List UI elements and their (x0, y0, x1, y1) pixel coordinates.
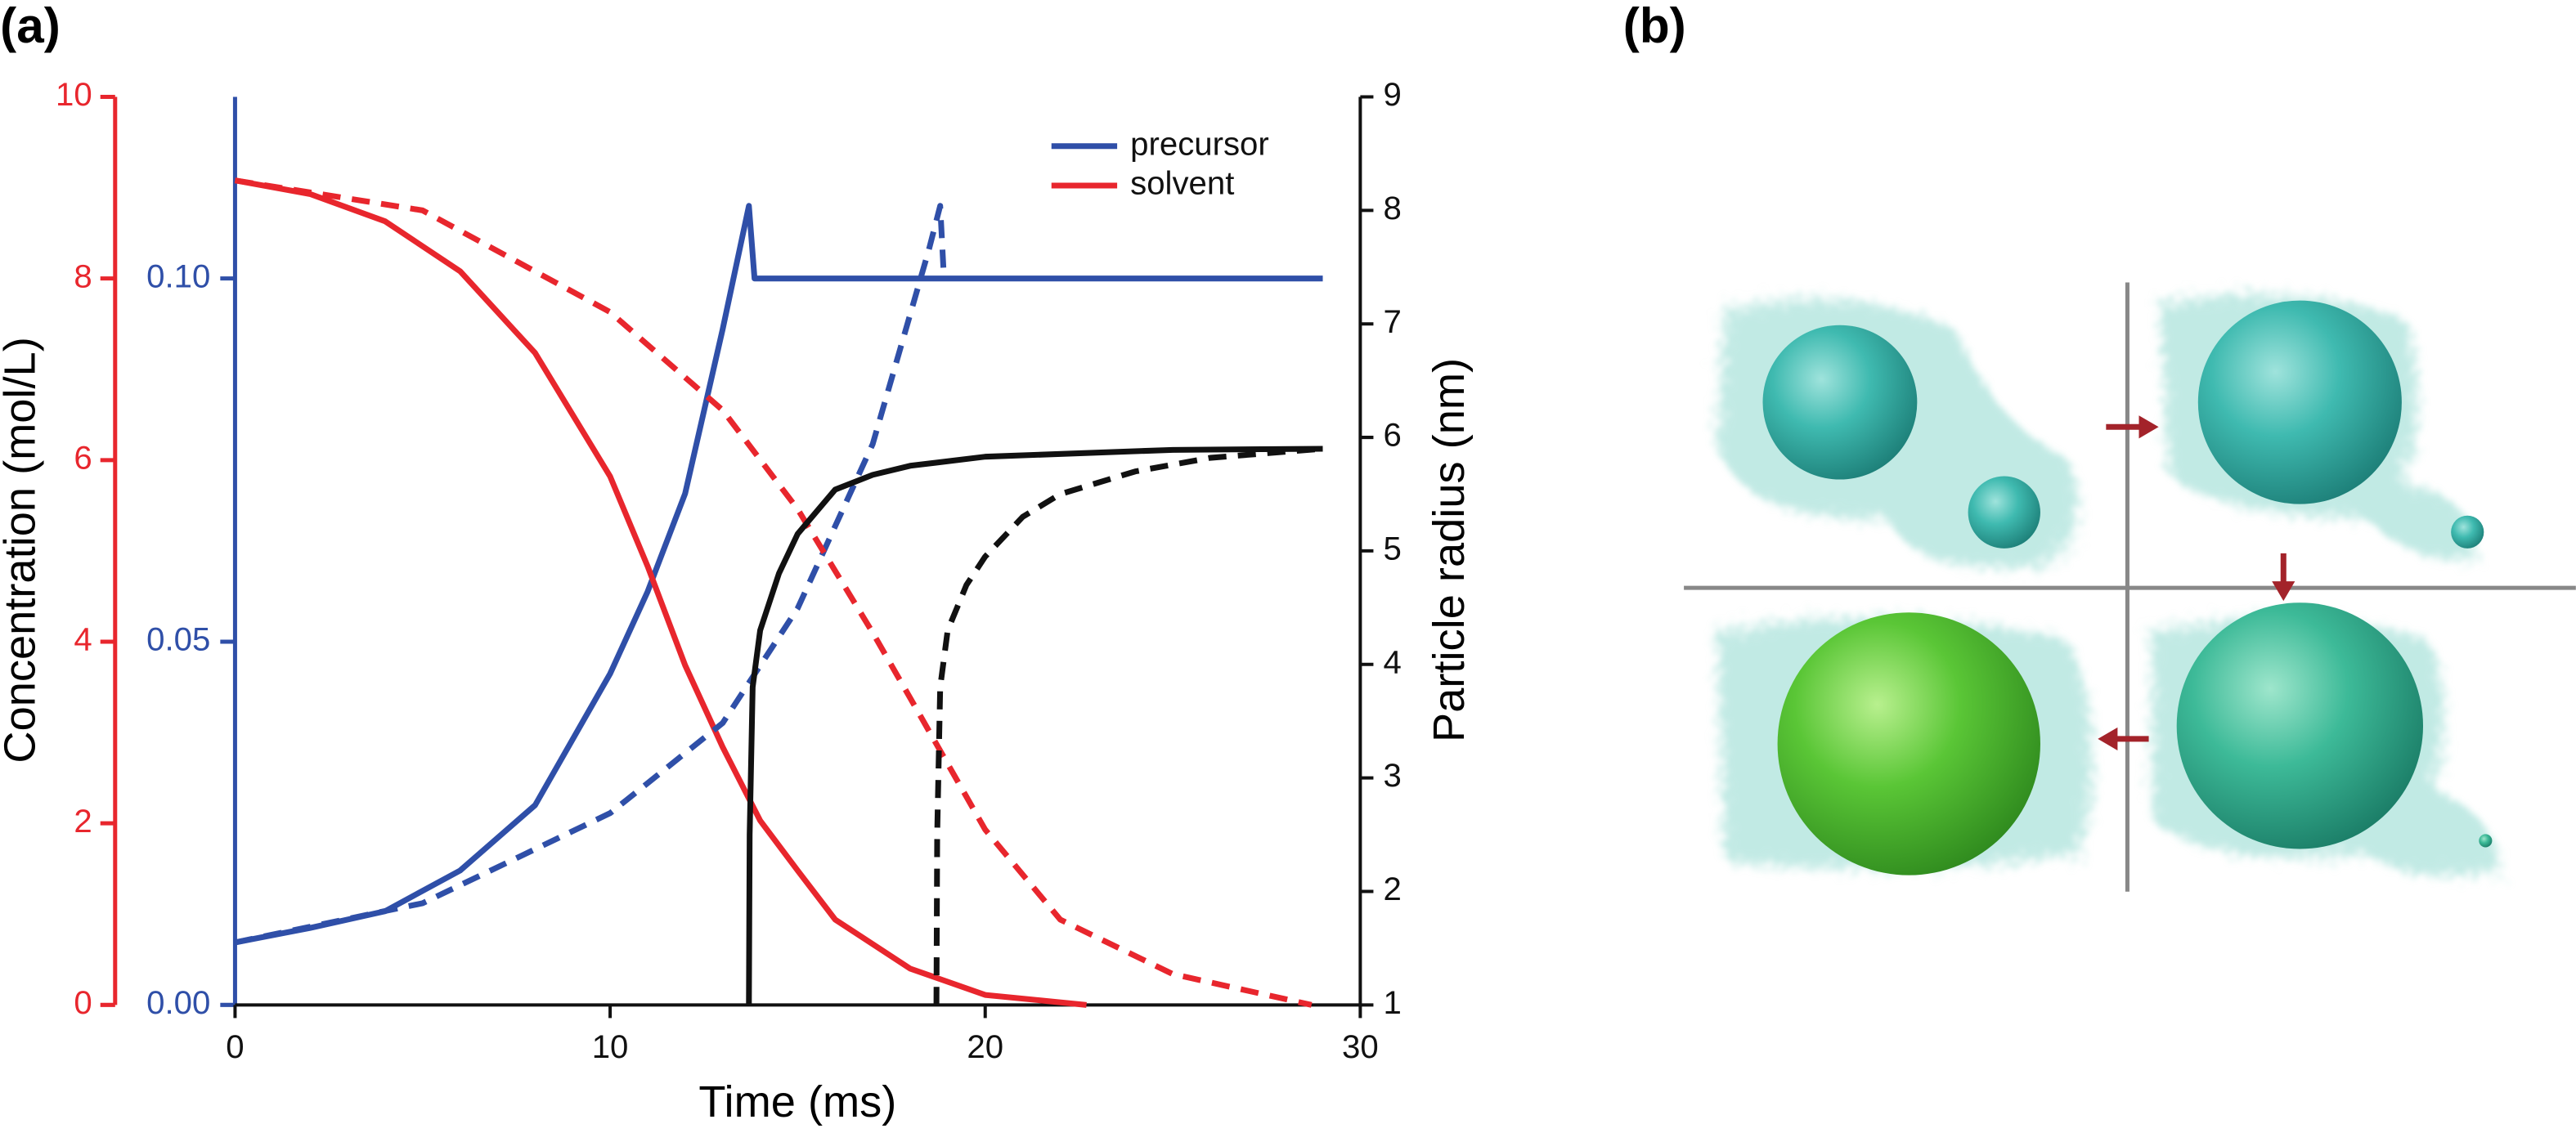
y3-tick-label: 5 (1384, 531, 1402, 567)
y3-tick-label: 7 (1384, 303, 1402, 340)
x-tick-label: 30 (1342, 1028, 1379, 1065)
panel-label: (b) (1623, 0, 1686, 53)
x-tick-label: 20 (967, 1028, 1003, 1065)
y-tick-label: 8 (74, 258, 92, 294)
y-tick-label: 0 (74, 984, 92, 1021)
y-tick-label: 6 (74, 439, 92, 476)
y3-axis-title: Particle radius (nm) (1425, 358, 1474, 742)
data-line (234, 203, 947, 946)
data-line (234, 177, 1313, 1008)
y3-tick-label: 8 (1384, 190, 1402, 226)
y3-tick-label: 6 (1384, 417, 1402, 454)
y-tick-label: 10 (56, 76, 92, 113)
y2-tick-label: 0.00 (146, 984, 210, 1021)
data-line (933, 446, 1323, 1005)
legend-label: solvent (1130, 165, 1234, 202)
illustration (1684, 282, 2576, 892)
y3-tick-label: 4 (1384, 643, 1402, 680)
y2-tick-label: 0.05 (146, 621, 210, 658)
data-line (746, 446, 1323, 1005)
x-tick-label: 0 (226, 1028, 244, 1065)
data-line (234, 177, 1087, 1008)
legend-label: precursor (1130, 125, 1269, 162)
y3-tick-label: 2 (1384, 871, 1402, 907)
y3-tick-label: 9 (1384, 76, 1402, 113)
y-tick-label: 4 (74, 621, 92, 658)
plot-area: 0 2 4 6 8 10 0.00 0.05 0.10 1 2 3 4 5 6 7 8 9 0 10 20 30 Time … (0, 76, 1474, 1126)
panel-label: (a) (0, 0, 61, 53)
x-tick-label: 10 (592, 1028, 629, 1065)
y2-tick-label: 0.10 (146, 258, 210, 294)
y3-tick-label: 1 (1384, 984, 1402, 1021)
y-axis-title: Concentration (mol/L) (0, 337, 45, 763)
y3-tick-label: 3 (1384, 757, 1402, 794)
y-tick-label: 2 (74, 803, 92, 840)
x-axis-title: Time (ms) (698, 1077, 896, 1126)
